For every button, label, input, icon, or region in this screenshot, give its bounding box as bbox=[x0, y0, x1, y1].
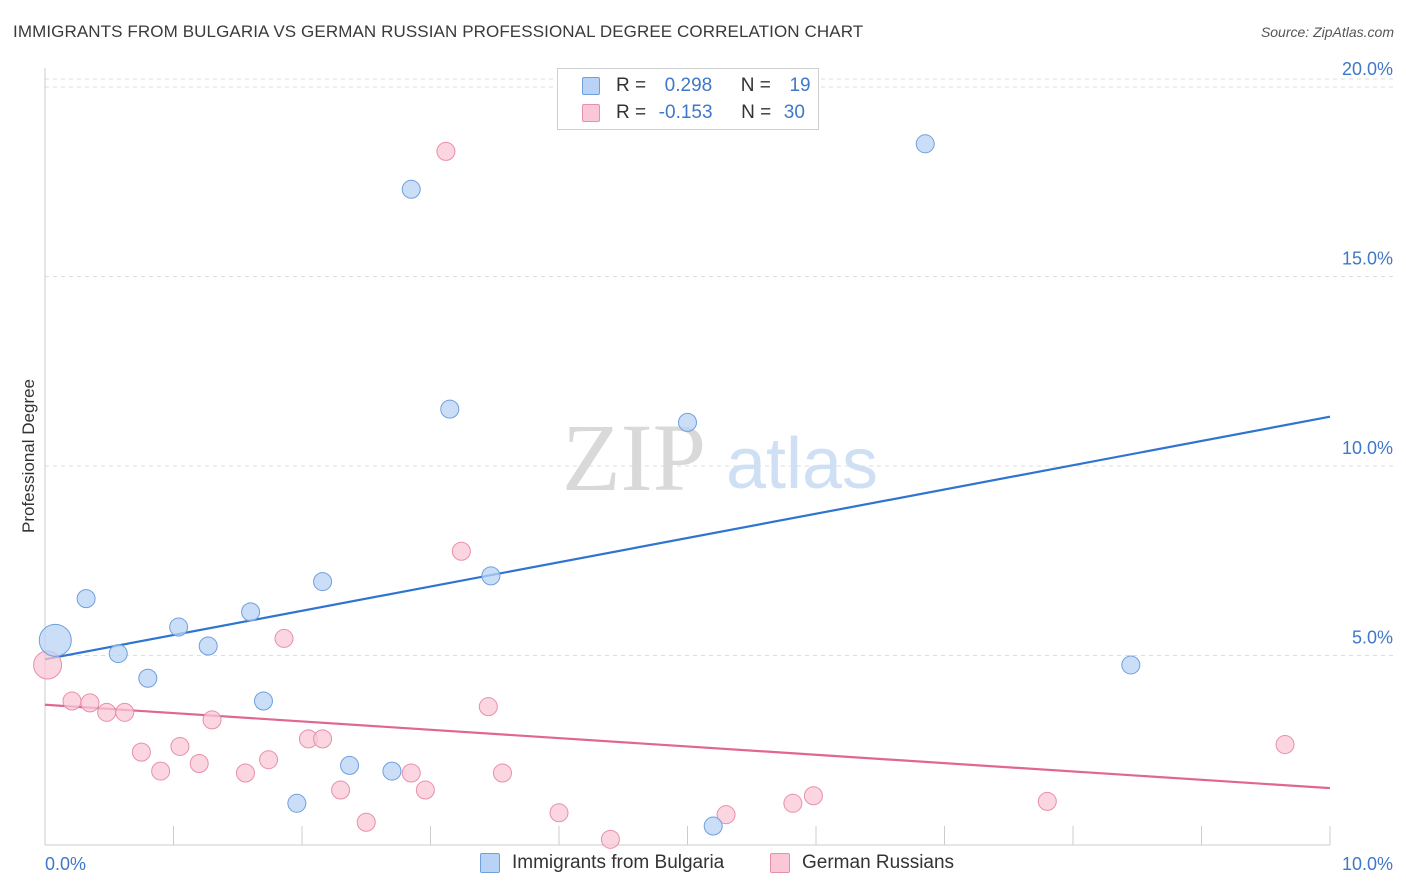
point-bulgaria bbox=[313, 572, 333, 592]
point-german-russians bbox=[331, 780, 351, 800]
trend-line-german-russians bbox=[44, 703, 1331, 790]
point-bulgaria bbox=[703, 816, 723, 836]
x-tick-label: 0.0% bbox=[45, 854, 86, 874]
point-german-russians bbox=[97, 702, 117, 722]
n-label: N = bbox=[740, 75, 771, 96]
legend-label-german-russians: German Russians bbox=[802, 852, 955, 873]
n-label: N = bbox=[741, 102, 772, 123]
point-german-russians bbox=[549, 803, 569, 823]
y-tick-label: 10.0% bbox=[1342, 438, 1393, 458]
point-german-russians bbox=[415, 780, 435, 800]
point-german-russians bbox=[259, 750, 279, 770]
data-points bbox=[33, 134, 1295, 849]
point-german-russians bbox=[202, 710, 222, 730]
point-german-russians bbox=[313, 729, 333, 749]
point-bulgaria bbox=[198, 636, 218, 656]
legend-swatch-german-russians bbox=[582, 104, 600, 122]
point-bulgaria bbox=[340, 755, 360, 775]
point-bulgaria bbox=[108, 644, 128, 664]
point-german-russians bbox=[80, 693, 100, 713]
point-bulgaria bbox=[1121, 655, 1141, 675]
point-bulgaria bbox=[138, 668, 158, 688]
legend-swatch-german-russians bbox=[770, 853, 790, 873]
point-bulgaria bbox=[169, 617, 189, 637]
y-tick-label: 5.0% bbox=[1352, 627, 1393, 647]
point-bulgaria bbox=[241, 602, 261, 622]
point-bulgaria bbox=[253, 691, 273, 711]
legend-swatch-bulgaria bbox=[480, 853, 500, 873]
point-german-russians bbox=[115, 702, 135, 722]
trend-lines bbox=[44, 415, 1331, 790]
y-axis-label: Professional Degree bbox=[19, 379, 38, 533]
axes bbox=[44, 68, 1331, 846]
point-german-russians bbox=[131, 742, 151, 762]
point-bulgaria bbox=[678, 412, 697, 432]
watermark-atlas: atlas bbox=[726, 424, 878, 504]
trend-line-bulgaria bbox=[44, 415, 1331, 661]
point-german-russians bbox=[189, 754, 209, 774]
point-german-russians bbox=[803, 786, 823, 806]
r-label: R = bbox=[616, 102, 647, 123]
point-bulgaria bbox=[440, 399, 460, 419]
r-label: R = bbox=[616, 75, 647, 96]
point-german-russians bbox=[235, 763, 255, 783]
point-german-russians bbox=[600, 829, 620, 849]
chart-title: IMMIGRANTS FROM BULGARIA VS GERMAN RUSSI… bbox=[13, 22, 864, 41]
n-value-german-russians: 30 bbox=[783, 102, 805, 123]
point-german-russians bbox=[401, 763, 421, 783]
point-bulgaria bbox=[915, 134, 935, 154]
tick-labels: 5.0% 10.0% 15.0% 20.0% 0.0% 10.0% bbox=[45, 59, 1393, 874]
point-german-russians bbox=[274, 628, 294, 648]
point-german-russians bbox=[478, 697, 498, 717]
y-tick-label: 20.0% bbox=[1342, 59, 1393, 79]
legend-swatch-bulgaria bbox=[582, 77, 600, 95]
grid-lines bbox=[45, 78, 1395, 656]
point-bulgaria bbox=[382, 761, 402, 781]
watermark: ZIP atlas bbox=[562, 404, 878, 511]
point-bulgaria bbox=[287, 793, 307, 813]
n-value-bulgaria: 19 bbox=[789, 75, 811, 96]
x-tick-label: 10.0% bbox=[1342, 854, 1393, 874]
point-german-russians bbox=[451, 541, 471, 561]
point-bulgaria bbox=[76, 589, 96, 609]
point-german-russians bbox=[151, 761, 171, 781]
source-label: Source: ZipAtlas.com bbox=[1260, 24, 1394, 40]
point-german-russians bbox=[716, 805, 736, 825]
point-german-russians bbox=[436, 141, 456, 161]
r-value-german-russians: -0.153 bbox=[658, 102, 713, 123]
correlation-legend: R = 0.298 N = 19 R = -0.153 N = 30 bbox=[557, 68, 819, 130]
point-bulgaria bbox=[481, 566, 501, 586]
point-german-russians bbox=[170, 736, 190, 756]
point-german-russians bbox=[492, 763, 512, 783]
point-german-russians bbox=[62, 691, 82, 711]
point-german-russians bbox=[356, 812, 376, 832]
point-bulgaria bbox=[401, 179, 421, 199]
point-german-russians bbox=[1037, 791, 1057, 811]
point-german-russians bbox=[783, 793, 803, 813]
point-bulgaria bbox=[38, 623, 72, 657]
r-value-bulgaria: 0.298 bbox=[664, 75, 713, 96]
y-tick-label: 15.0% bbox=[1342, 248, 1393, 268]
point-german-russians bbox=[1275, 735, 1295, 755]
legend-label-bulgaria: Immigrants from Bulgaria bbox=[512, 852, 725, 873]
